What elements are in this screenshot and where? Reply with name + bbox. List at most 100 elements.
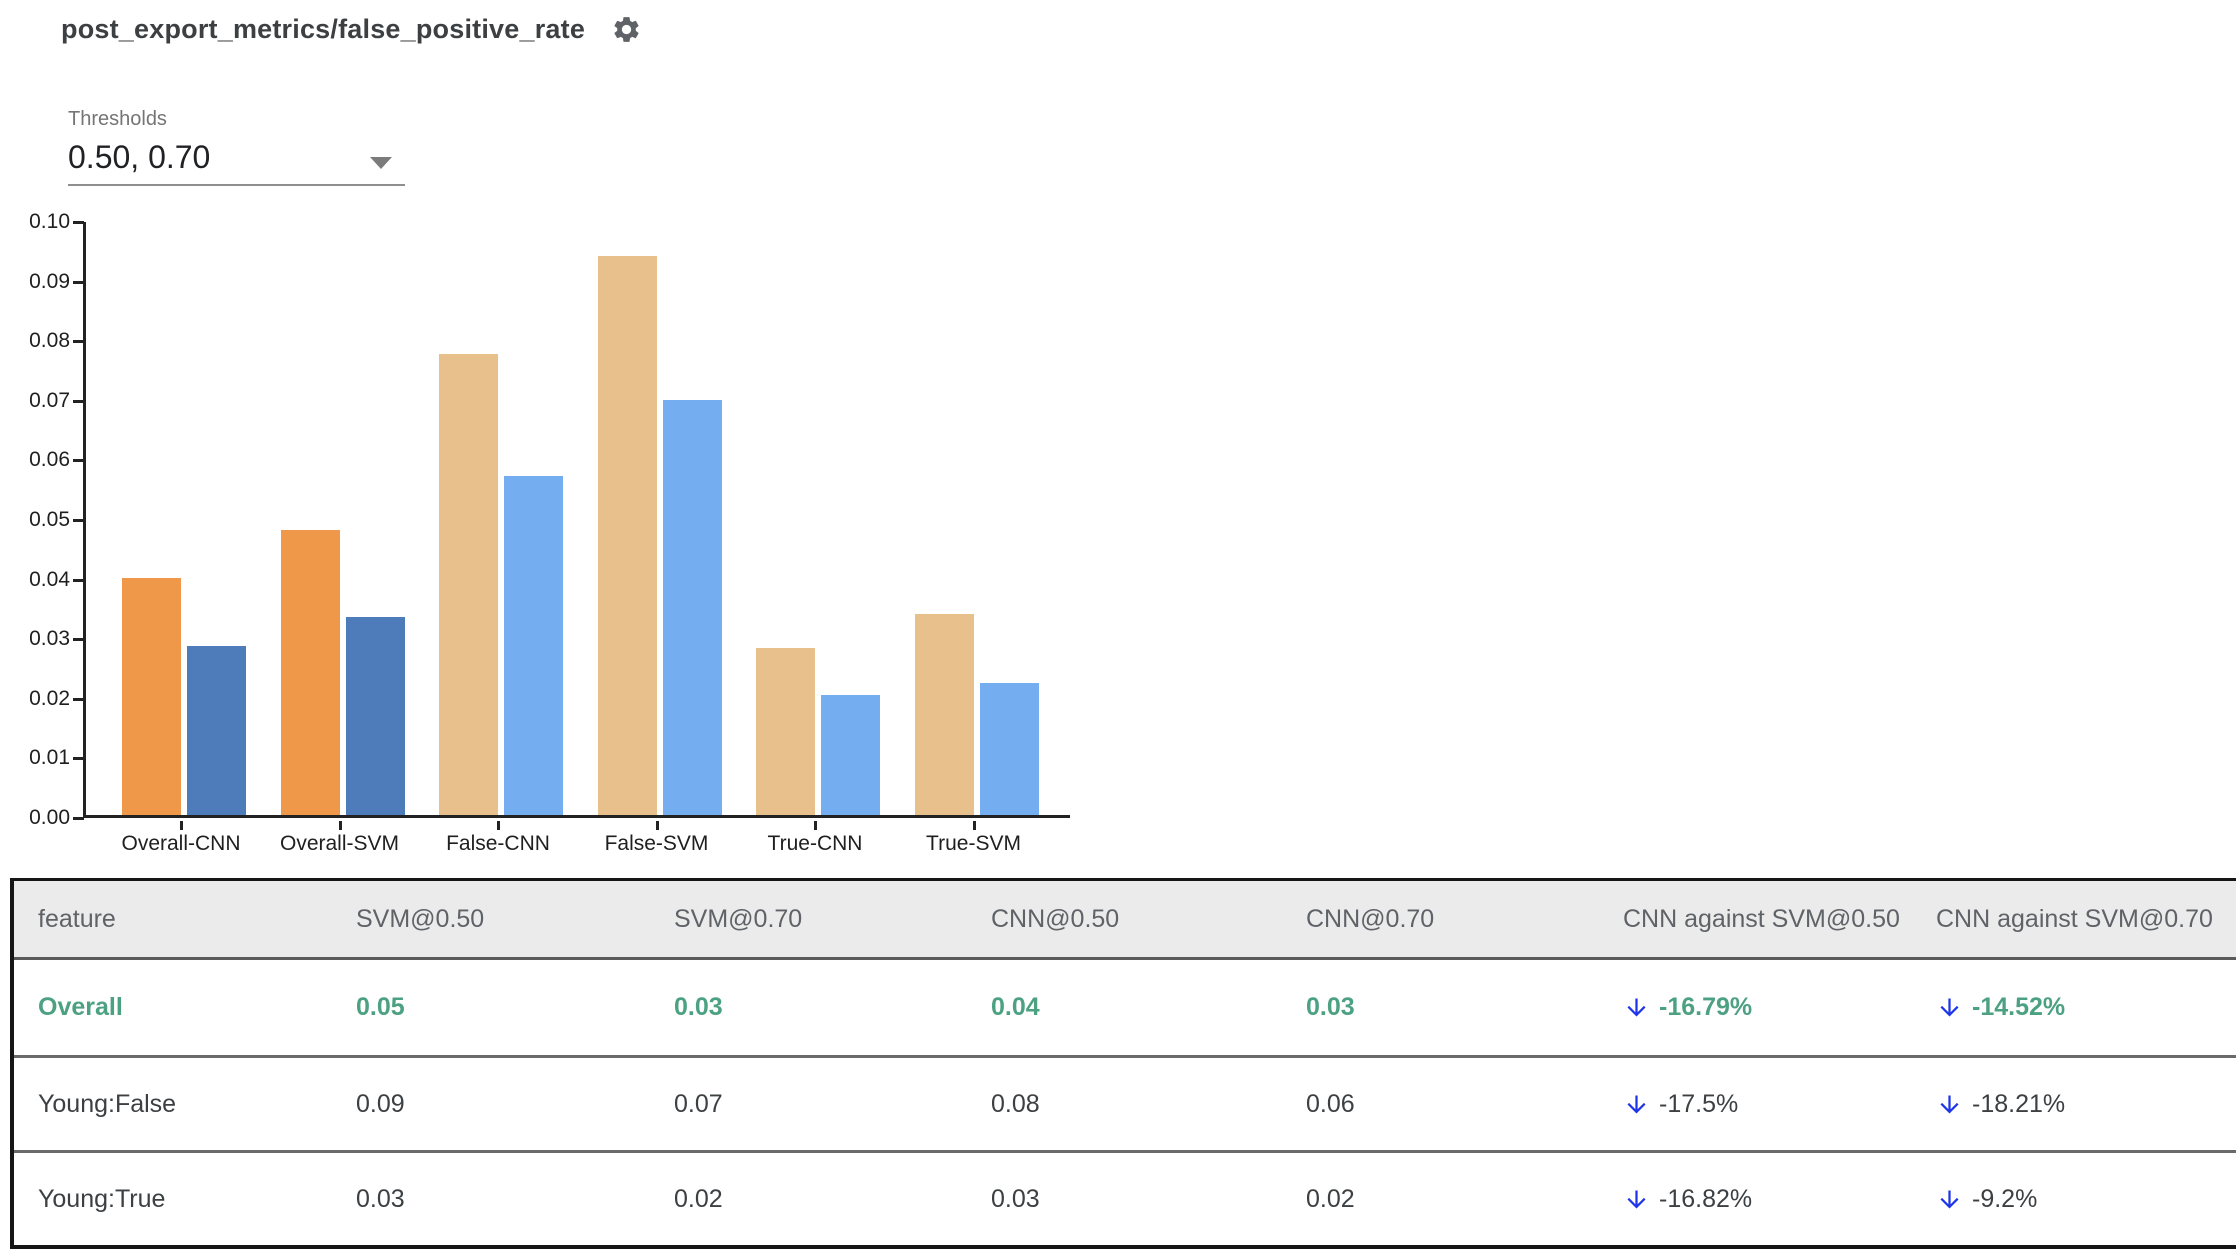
bar-True-SVM-@0.70[interactable]	[980, 683, 1039, 815]
arrow-down-icon	[1623, 1186, 1650, 1213]
metric-cell: 0.03	[356, 1184, 405, 1213]
false-positive-rate-bar-chart: 0.00 0.01 0.02 0.03 0.04 0.05 0.06 0.07 0.08 0.09…	[0, 210, 1150, 880]
x-axis-category-label: True-SVM	[926, 832, 1021, 855]
thresholds-label: Thresholds	[68, 108, 167, 130]
x-axis-tick-mark	[497, 821, 500, 830]
y-axis-tick-mark	[73, 697, 84, 701]
metric-cell: 0.04	[991, 993, 1040, 1021]
column-header-cnn-vs-svm-070[interactable]: CNN against SVM@0.70	[1936, 904, 2213, 933]
y-axis-tick-mark	[73, 817, 84, 820]
feature-cell: Young:True	[38, 1184, 166, 1213]
comparison-value: -9.2%	[1972, 1184, 2038, 1213]
dropdown-arrow-icon	[370, 157, 392, 169]
table-row-young-true: Young:True 0.03 0.02 0.03 0.02 -16.82% -…	[14, 1150, 2236, 1245]
y-axis-tick-label: 0.06	[29, 448, 70, 472]
feature-cell: Young:False	[38, 1089, 177, 1118]
x-axis-tick-mark	[338, 821, 342, 830]
y-axis-tick-label: 0.07	[29, 388, 70, 412]
comparison-cell: -18.21%	[1936, 1090, 2236, 1119]
gear-icon	[611, 14, 642, 45]
x-axis-category-label: False-CNN	[446, 832, 550, 855]
bar-Overall-SVM-@0.70[interactable]	[346, 617, 405, 815]
x-axis-category-label: True-CNN	[767, 832, 863, 855]
comparison-value: -16.82%	[1659, 1184, 1753, 1213]
y-axis-tick-label: 0.05	[29, 508, 70, 531]
bar-False-CNN-@0.70[interactable]	[504, 476, 563, 815]
bar-True-CNN-@0.50[interactable]	[756, 648, 815, 815]
metrics-table: feature SVM@0.50 SVM@0.70 CNN@0.50 CNN@0…	[10, 878, 2236, 1249]
y-axis-tick-mark	[73, 459, 84, 463]
metric-cell: 0.03	[1306, 993, 1355, 1021]
y-axis-tick-label: 0.10	[29, 210, 70, 233]
column-header-svm-070[interactable]: SVM@0.70	[674, 904, 803, 933]
y-axis-tick-mark	[73, 340, 84, 344]
y-axis-tick-label: 0.09	[29, 269, 70, 293]
metric-cell: 0.02	[1306, 1184, 1355, 1213]
y-axis-tick-mark	[73, 280, 84, 284]
column-header-cnn-050[interactable]: CNN@0.50	[991, 904, 1120, 933]
x-axis-category-label: False-SVM	[604, 832, 709, 855]
metric-cell: 0.05	[356, 993, 405, 1021]
metric-header: post_export_metrics/false_positive_rate	[61, 14, 642, 45]
arrow-down-icon	[1936, 1186, 1963, 1213]
arrow-down-icon	[1936, 994, 1963, 1021]
metric-cell: 0.06	[1306, 1089, 1355, 1118]
comparison-cell: -9.2%	[1936, 1185, 2236, 1214]
column-header-svm-050[interactable]: SVM@0.50	[356, 904, 485, 933]
y-axis-tick-label: 0.01	[29, 746, 70, 770]
arrow-down-icon	[1936, 1091, 1963, 1118]
y-axis-tick-mark	[73, 399, 84, 403]
comparison-value: -16.79%	[1659, 993, 1753, 1021]
table-row-overall: Overall 0.05 0.03 0.04 0.03 -16.79% -14.…	[14, 960, 2236, 1055]
thresholds-select[interactable]: Thresholds 0.50, 0.70	[68, 108, 405, 186]
metric-cell: 0.09	[356, 1089, 405, 1118]
x-axis-category-label: Overall-CNN	[121, 832, 241, 855]
bar-Overall-CNN-@0.70[interactable]	[187, 646, 246, 815]
x-axis-tick-mark	[180, 821, 183, 830]
comparison-value: -17.5%	[1659, 1089, 1739, 1118]
column-header-cnn-vs-svm-050[interactable]: CNN against SVM@0.50	[1623, 904, 1900, 933]
bar-False-SVM-@0.70[interactable]	[663, 400, 722, 815]
bar-True-SVM-@0.50[interactable]	[915, 614, 974, 815]
dropdown-underline	[68, 184, 405, 186]
bar-False-CNN-@0.50[interactable]	[439, 354, 498, 815]
y-axis-tick-label: 0.00	[29, 806, 70, 829]
metric-cell: 0.07	[674, 1089, 723, 1118]
comparison-cell: -16.79%	[1623, 993, 1936, 1022]
y-axis-tick-label: 0.03	[29, 627, 70, 651]
x-axis-tick-mark	[972, 821, 976, 830]
arrow-down-icon	[1623, 1091, 1650, 1118]
x-axis-tick-mark	[814, 821, 817, 830]
y-axis-tick-mark	[73, 221, 84, 224]
comparison-cell: -17.5%	[1623, 1090, 1936, 1119]
comparison-value: -14.52%	[1972, 993, 2066, 1021]
y-axis-tick-mark	[73, 638, 84, 642]
y-axis-tick-mark	[73, 578, 84, 582]
y-axis-tick-mark	[73, 757, 84, 761]
bar-True-CNN-@0.70[interactable]	[821, 695, 880, 815]
chart-plot-area	[83, 222, 1070, 818]
y-axis-tick-label: 0.04	[29, 567, 70, 591]
settings-button[interactable]	[611, 14, 642, 45]
table-row-young-false: Young:False 0.09 0.07 0.08 0.06 -17.5% -…	[14, 1055, 2236, 1150]
bar-Overall-CNN-@0.50[interactable]	[122, 578, 181, 815]
table-header-row: feature SVM@0.50 SVM@0.70 CNN@0.50 CNN@0…	[14, 881, 2236, 960]
comparison-cell: -16.82%	[1623, 1185, 1936, 1214]
thresholds-value: 0.50, 0.70	[68, 139, 211, 175]
y-axis-tick-label: 0.08	[29, 329, 70, 353]
comparison-cell: -14.52%	[1936, 993, 2236, 1022]
bar-Overall-SVM-@0.50[interactable]	[281, 530, 340, 815]
y-axis-tick-label: 0.02	[29, 686, 70, 710]
feature-cell: Overall	[38, 993, 123, 1021]
metric-cell: 0.08	[991, 1089, 1040, 1118]
x-axis-tick-mark	[655, 821, 659, 830]
metric-cell: 0.02	[674, 1184, 723, 1213]
column-header-cnn-070[interactable]: CNN@0.70	[1306, 904, 1435, 933]
comparison-value: -18.21%	[1972, 1089, 2066, 1118]
metric-title: post_export_metrics/false_positive_rate	[61, 14, 586, 44]
metric-cell: 0.03	[991, 1184, 1040, 1213]
metric-cell: 0.03	[674, 993, 723, 1021]
x-axis-category-label: Overall-SVM	[279, 832, 400, 855]
column-header-feature[interactable]: feature	[38, 904, 116, 933]
bar-False-SVM-@0.50[interactable]	[598, 256, 657, 815]
